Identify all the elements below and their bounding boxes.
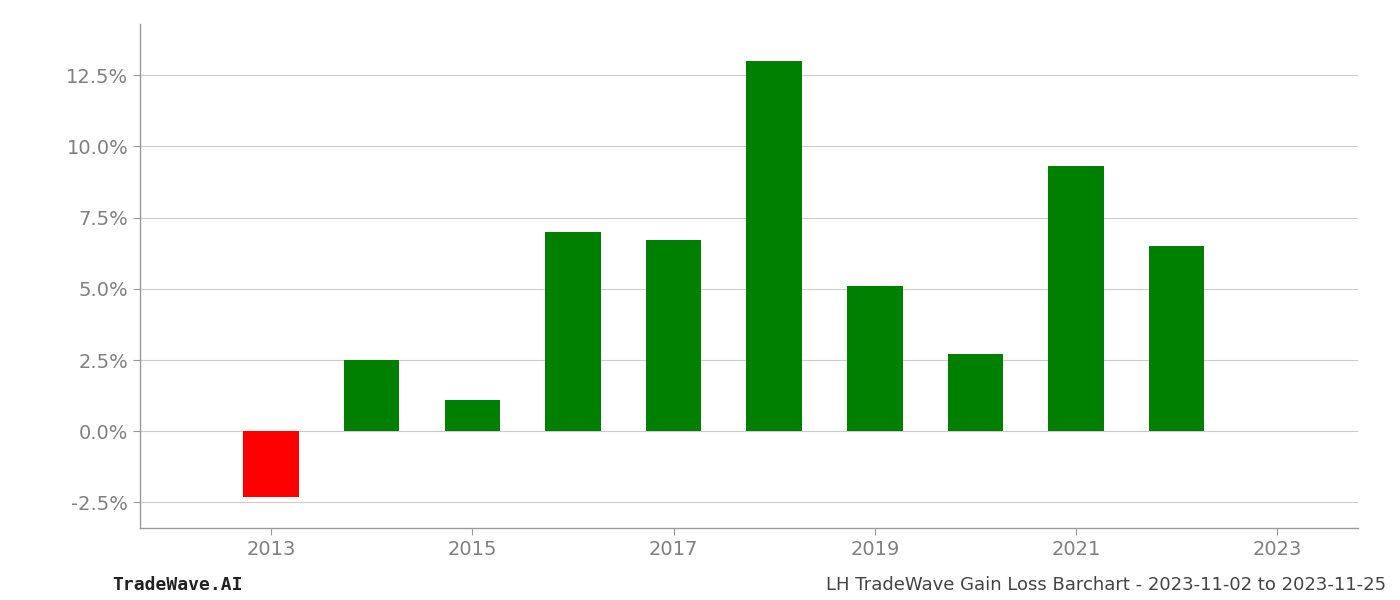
Bar: [847, 286, 903, 431]
Bar: [645, 241, 701, 431]
Bar: [545, 232, 601, 431]
Text: LH TradeWave Gain Loss Barchart - 2023-11-02 to 2023-11-25: LH TradeWave Gain Loss Barchart - 2023-1…: [826, 576, 1386, 594]
Bar: [344, 360, 399, 431]
Bar: [244, 431, 298, 497]
Bar: [746, 61, 802, 431]
Bar: [445, 400, 500, 431]
Text: TradeWave.AI: TradeWave.AI: [112, 576, 242, 594]
Bar: [1049, 166, 1103, 431]
Bar: [1149, 246, 1204, 431]
Bar: [948, 355, 1004, 431]
